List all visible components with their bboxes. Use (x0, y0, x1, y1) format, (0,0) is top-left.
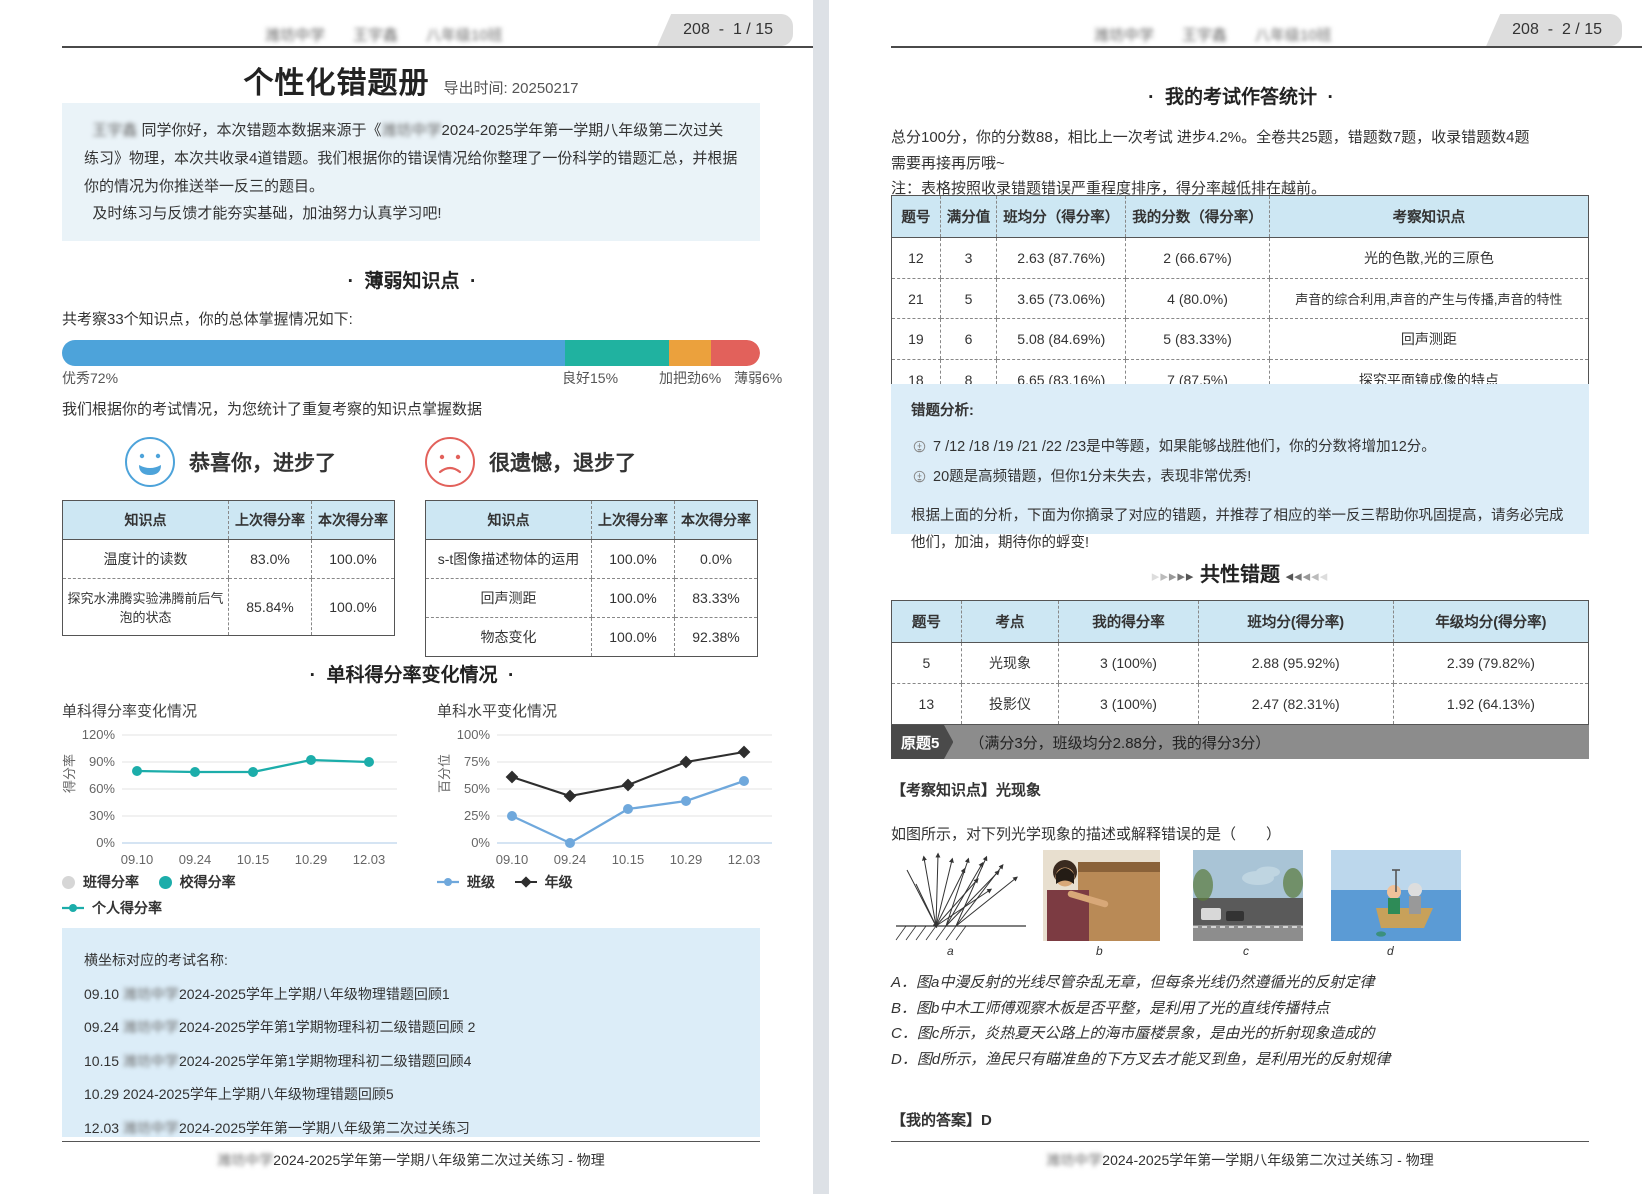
svg-text:09.24: 09.24 (554, 852, 587, 865)
svg-text:10.15: 10.15 (237, 852, 270, 865)
svg-text:75%: 75% (464, 754, 490, 769)
svg-text:12.03: 12.03 (728, 852, 761, 865)
svg-text:12.03: 12.03 (353, 852, 386, 865)
svg-text:09.10: 09.10 (496, 852, 529, 865)
svg-text:09.24: 09.24 (179, 852, 212, 865)
svg-text:10.15: 10.15 (612, 852, 645, 865)
svg-text:60%: 60% (89, 781, 115, 796)
svg-text:百分位: 百分位 (437, 754, 452, 793)
svg-text:25%: 25% (464, 808, 490, 823)
svg-text:得分率: 得分率 (62, 754, 77, 793)
svg-text:0%: 0% (96, 835, 115, 850)
svg-text:50%: 50% (464, 781, 490, 796)
svg-text:120%: 120% (82, 727, 116, 742)
svg-text:0%: 0% (471, 835, 490, 850)
svg-text:90%: 90% (89, 754, 115, 769)
svg-text:10.29: 10.29 (295, 852, 328, 865)
svg-text:10.29: 10.29 (670, 852, 703, 865)
svg-text:09.10: 09.10 (121, 852, 154, 865)
svg-text:100%: 100% (457, 727, 491, 742)
svg-text:30%: 30% (89, 808, 115, 823)
